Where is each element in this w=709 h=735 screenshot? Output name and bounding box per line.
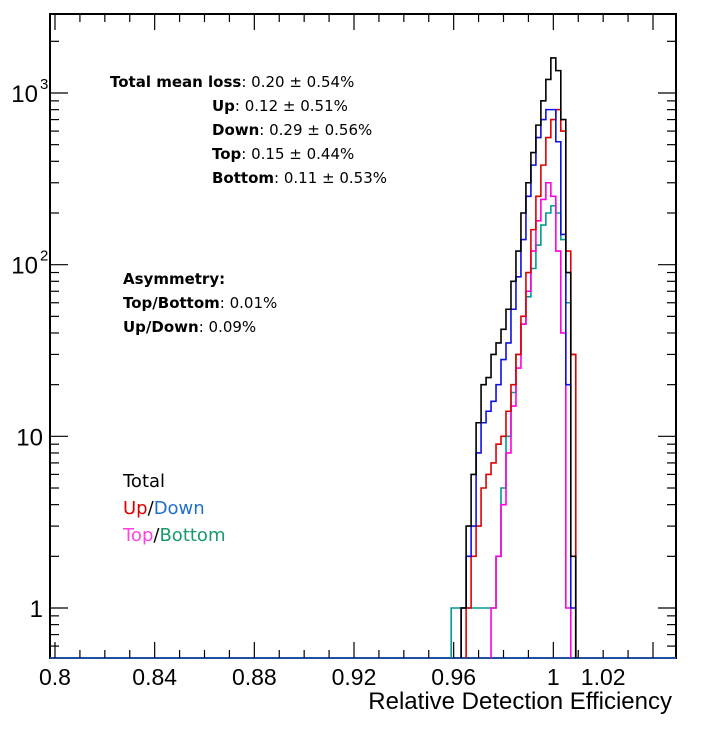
asymmetry-up-down: Up/Down: 0.09% <box>123 318 256 336</box>
asymmetry-top-bottom: Top/Bottom: 0.01% <box>123 294 277 312</box>
y-tick-label: 10 <box>11 81 38 108</box>
x-tick-label: 0.84 <box>132 664 177 690</box>
stats-top-value: : 0.15 ± 0.44% <box>241 145 355 163</box>
x-tick-label: 0.96 <box>431 664 476 690</box>
asymmetry-tb-label: Top/Bottom <box>123 294 220 312</box>
x-axis-label: Relative Detection Efficiency <box>368 688 672 715</box>
legend-total: Total <box>123 471 165 492</box>
legend-up-label: Up <box>123 498 148 519</box>
stats-up: Up: 0.12 ± 0.51% <box>212 97 348 115</box>
series-bottom-line <box>450 205 577 658</box>
series-up-line <box>465 108 577 658</box>
legend-down-label: Down <box>153 498 205 519</box>
y-tick-label: 10 <box>11 253 38 280</box>
stats-down: Down: 0.29 ± 0.56% <box>212 121 372 139</box>
legend-up-down: Up/Down <box>123 498 205 519</box>
series-total-line <box>460 57 577 658</box>
stats-up-label: Up <box>212 97 235 115</box>
y-tick-label: 10 <box>16 424 43 451</box>
asymmetry-tb-value: : 0.01% <box>219 294 278 312</box>
x-tick-label: 0.88 <box>232 664 277 690</box>
asymmetry-title-text: Asymmetry: <box>123 270 226 288</box>
legend-slash: / <box>147 498 154 519</box>
y-tick-exponent: 3 <box>40 76 48 93</box>
legend-top-bottom: Top/Bottom <box>123 525 225 546</box>
stats-bottom-value: : 0.11 ± 0.53% <box>274 169 387 187</box>
series-down-line <box>460 108 577 658</box>
stats-total-label: Total mean loss <box>110 73 242 91</box>
series-group <box>450 57 577 658</box>
stats-total: Total mean loss: 0.20 ± 0.54% <box>110 73 354 91</box>
x-tick-label: 1.02 <box>581 664 626 690</box>
stats-total-value: : 0.20 ± 0.54% <box>241 73 355 91</box>
x-tick-label: 0.8 <box>39 664 71 690</box>
y-tick-exponent: 2 <box>40 248 48 265</box>
plot-frame <box>49 13 677 659</box>
stats-up-value: : 0.12 ± 0.51% <box>234 97 348 115</box>
legend-total-label: Total <box>123 471 166 492</box>
stats-top-label: Top <box>212 145 242 163</box>
stats-down-value: : 0.29 ± 0.56% <box>259 121 373 139</box>
stats-bottom-label: Bottom <box>212 169 275 187</box>
legend-slash: / <box>153 525 160 546</box>
asymmetry-ud-label: Up/Down <box>123 318 199 336</box>
y-tick-label: 1 <box>30 596 43 623</box>
x-tick-label: 0.92 <box>332 664 377 690</box>
stats-top: Top: 0.15 ± 0.44% <box>212 145 354 163</box>
legend-bottom-label: Bottom <box>159 525 226 546</box>
legend-top-label: Top <box>123 525 154 546</box>
stats-bottom: Bottom: 0.11 ± 0.53% <box>212 169 387 187</box>
x-tick-label: 1 <box>547 664 560 690</box>
asymmetry-ud-value: : 0.09% <box>198 318 257 336</box>
asymmetry-title: Asymmetry: <box>123 270 225 288</box>
stats-down-label: Down <box>212 121 260 139</box>
